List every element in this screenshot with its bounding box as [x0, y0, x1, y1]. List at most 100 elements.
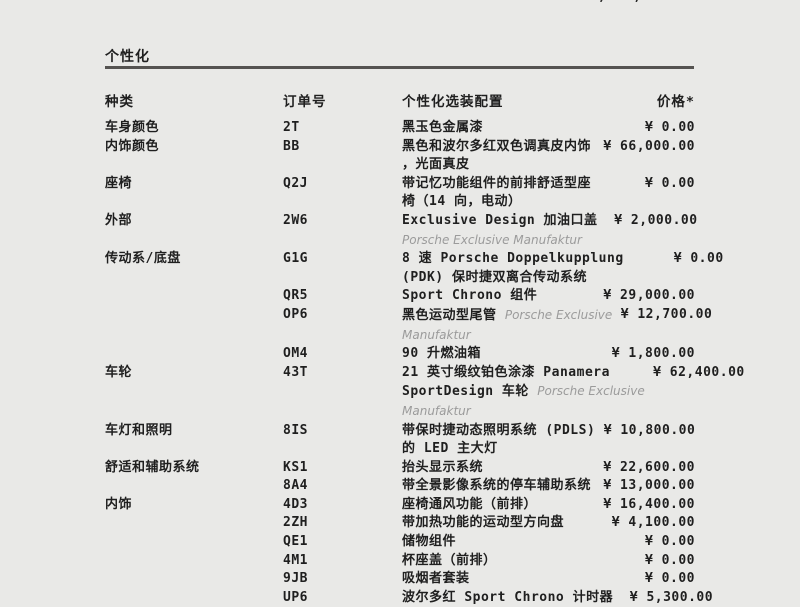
table-row: 4M1 杯座盖（前排） ¥ 0.00	[105, 552, 695, 571]
order-code-cell: QR5	[283, 288, 308, 304]
option-desc-cell: 吸烟者套装	[402, 570, 595, 589]
category-cell: 座椅	[105, 175, 133, 191]
option-desc-line: 带记忆功能组件的前排舒适型座	[402, 175, 595, 194]
option-text: 吸烟者套装	[402, 571, 470, 587]
option-desc-line: 椅（14 向，电动）	[402, 193, 595, 212]
option-desc-line: 储物组件	[402, 533, 595, 552]
price-cell: ¥ 5,300.00	[629, 589, 714, 605]
option-text: 椅（14 向，电动）	[402, 194, 522, 210]
order-code-cell: 4D3	[283, 496, 308, 512]
option-text: 座椅通风功能（前排）	[402, 496, 538, 512]
option-desc-line: 抬头显示系统	[402, 459, 595, 478]
option-desc-cell: 储物组件	[402, 533, 595, 552]
option-desc-cell: Sport Chrono 组件	[402, 287, 595, 306]
option-desc-cell: 波尔多红 Sport Chrono 计时器	[402, 589, 613, 607]
option-text: 8 速 Porsche Doppelkupplung	[402, 251, 624, 267]
price-cell: ¥ 10,800.00	[603, 422, 696, 438]
price-cell: ¥ 2,000.00	[614, 212, 698, 228]
manufaktur-label: Porsche Exclusive	[537, 384, 645, 399]
option-desc-cell: 抬头显示系统	[402, 459, 595, 478]
option-desc-line: 黑色运动型尾管 Porsche Exclusive	[402, 306, 612, 326]
option-desc-cell: 带全景影像系统的停车辅助系统	[402, 477, 595, 496]
table-row: 车身颜色 2T 黑玉色金属漆 ¥ 0.00	[105, 119, 695, 138]
category-cell	[105, 345, 283, 364]
option-text: 90 升燃油箱	[402, 346, 481, 362]
category-cell	[105, 533, 283, 552]
option-text: 储物组件	[402, 534, 457, 550]
table-row: 2ZH 带加热功能的运动型方向盘 ¥ 4,100.00	[105, 514, 695, 533]
order-code-cell: Q2J	[283, 175, 308, 191]
category-cell	[105, 552, 283, 571]
option-text: 带加热功能的运动型方向盘	[402, 515, 565, 531]
option-desc-cell: 黑色运动型尾管 Porsche Exclusive Manufaktur	[402, 306, 612, 345]
option-text: 带保时捷动态照明系统 (PDLS)	[402, 422, 596, 438]
price-cell: ¥ 66,000.00	[603, 138, 695, 154]
price-cell: ¥ 0.00	[645, 552, 695, 568]
option-desc-cell: 带加热功能的运动型方向盘	[402, 514, 595, 533]
category-cell: 车身颜色	[105, 120, 160, 135]
option-desc-line: Porsche Exclusive Manufaktur	[402, 231, 598, 251]
price-cell: ¥ 0.00	[673, 251, 724, 267]
price-cell: ¥ 0.00	[645, 175, 695, 191]
column-header-price: 价格*	[656, 94, 695, 110]
table-row: 内饰 4D3 座椅通风功能（前排） ¥ 16,400.00	[105, 496, 695, 515]
option-desc-line: Exclusive Design 加油口盖	[402, 212, 598, 231]
table-body: 车身颜色 2T 黑玉色金属漆 ¥ 0.00 内饰颜色 BB 黑色和波尔多红双色调真皮内饰 ，光…	[105, 119, 744, 607]
table-row: 车灯和照明 8IS 带保时捷动态照明系统 (PDLS) 的 LED 主大灯 ¥ 10,8…	[105, 422, 695, 459]
option-desc-line: 带加热功能的运动型方向盘	[402, 514, 595, 533]
column-header-category: 种类	[105, 94, 134, 110]
option-desc-cell: 带保时捷动态照明系统 (PDLS) 的 LED 主大灯	[402, 422, 595, 459]
option-text: 黑色运动型尾管	[402, 307, 505, 323]
option-desc-line: 杯座盖（前排）	[402, 552, 595, 571]
clipped-total-price: 1,400,000.00	[589, 0, 695, 4]
option-desc-line: 波尔多红 Sport Chrono 计时器	[402, 589, 613, 607]
option-desc-line: ，光面真皮	[402, 156, 595, 175]
category-cell: 外部	[105, 212, 133, 228]
option-text: 抬头显示系统	[402, 459, 484, 475]
order-code-cell: 43T	[283, 364, 308, 380]
option-desc-line: 黑玉色金属漆	[402, 119, 595, 138]
category-cell	[105, 514, 283, 533]
option-desc-line: 90 升燃油箱	[402, 345, 595, 364]
option-text: Exclusive Design 加油口盖	[402, 212, 598, 228]
option-desc-line: Manufaktur	[402, 402, 645, 422]
option-text: (PDK) 保时捷双离合传动系统	[402, 269, 587, 285]
option-text: 21 英寸缎纹铂色涂漆 Panamera	[402, 364, 610, 380]
price-cell: ¥ 0.00	[645, 120, 695, 135]
column-header-option: 个性化选装配置	[402, 94, 504, 110]
manufaktur-label: Porsche Exclusive	[504, 307, 613, 322]
order-code-cell: G1G	[283, 251, 308, 267]
price-cell: ¥ 0.00	[645, 571, 695, 587]
order-code-cell: OP6	[283, 306, 308, 322]
order-code-cell: KS1	[283, 459, 308, 475]
table-row: 车轮 43T 21 英寸缎纹铂色涂漆 Panamera SportDesign 车轮 …	[105, 364, 744, 422]
option-text: 带记忆功能组件的前排舒适型座	[402, 175, 592, 191]
option-text: 黑色和波尔多红双色调真皮内饰	[402, 138, 592, 154]
table-row: 8A4 带全景影像系统的停车辅助系统 ¥ 13,000.00	[105, 477, 695, 496]
table-row: OP6 黑色运动型尾管 Porsche Exclusive Manufaktur ¥ …	[105, 306, 712, 345]
manufaktur-label: Manufaktur	[402, 403, 471, 418]
order-code-cell: 4M1	[283, 552, 308, 568]
option-text: 黑玉色金属漆	[402, 120, 484, 135]
option-desc-line: 吸烟者套装	[402, 570, 595, 589]
option-desc-line: 黑色和波尔多红双色调真皮内饰	[402, 138, 595, 157]
price-cell: ¥ 4,100.00	[611, 515, 695, 531]
table-row: 内饰颜色 BB 黑色和波尔多红双色调真皮内饰 ，光面真皮 ¥ 66,000.00	[105, 138, 695, 175]
price-cell: ¥ 12,700.00	[620, 306, 713, 322]
order-code-cell: 9JB	[283, 571, 308, 587]
table-row: OM4 90 升燃油箱 ¥ 1,800.00	[105, 345, 695, 364]
order-code-cell: 8IS	[283, 422, 308, 438]
price-cell: ¥ 62,400.00	[653, 364, 745, 380]
option-desc-line: 的 LED 主大灯	[402, 440, 595, 459]
section-divider	[105, 66, 694, 69]
option-desc-cell: 8 速 Porsche Doppelkupplung (PDK) 保时捷双离合传动…	[402, 250, 624, 287]
order-code-cell: 2T	[283, 120, 300, 135]
option-desc-line: 21 英寸缎纹铂色涂漆 Panamera	[402, 364, 645, 383]
option-desc-line: SportDesign 车轮 Porsche Exclusive	[402, 382, 645, 402]
option-desc-cell: 杯座盖（前排）	[402, 552, 595, 571]
option-desc-line: Sport Chrono 组件	[402, 287, 595, 306]
option-desc-cell: 90 升燃油箱	[402, 345, 595, 364]
category-cell: 车轮	[105, 364, 133, 380]
option-desc-line: Manufaktur	[402, 326, 612, 346]
